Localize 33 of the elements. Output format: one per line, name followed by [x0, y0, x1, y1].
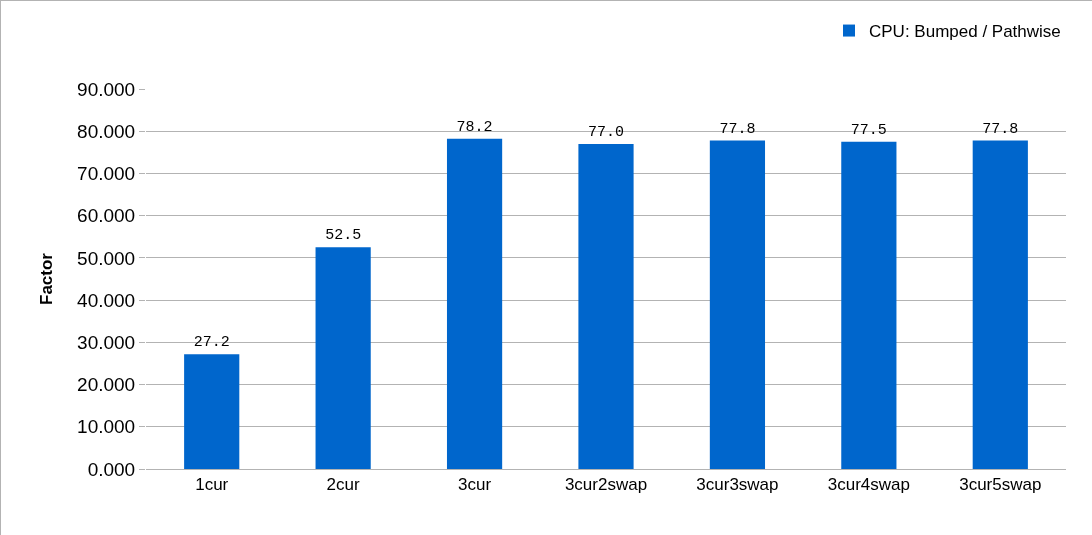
legend-label: CPU: Bumped / Pathwise — [869, 22, 1061, 42]
bar — [709, 140, 766, 469]
y-tick-label: 50.000 — [77, 247, 136, 269]
x-tick-label: 3cur5swap — [959, 475, 1042, 495]
y-tick-label: 90.000 — [77, 78, 136, 100]
data-label: 77.8 — [719, 120, 756, 138]
y-tick-label: 70.000 — [77, 163, 136, 185]
y-tick-label: 60.000 — [77, 205, 136, 227]
bar — [578, 143, 634, 469]
y-axis-title: Factor — [36, 252, 56, 305]
x-tick-label: 1cur — [195, 475, 229, 495]
data-label: 77.8 — [982, 120, 1019, 138]
data-label: 77.0 — [587, 123, 625, 141]
x-tick-label: 3cur — [458, 475, 492, 495]
y-tick-label: 80.000 — [77, 120, 136, 142]
data-label: 52.5 — [325, 227, 362, 245]
data-label: 77.5 — [850, 121, 887, 139]
x-tick-label: 3cur4swap — [827, 475, 910, 495]
x-tick-label: 3cur2swap — [564, 475, 648, 495]
y-tick-label: 30.000 — [77, 331, 136, 353]
bar — [972, 140, 1028, 469]
y-tick-label: 20.000 — [77, 374, 136, 396]
bar — [446, 138, 503, 469]
x-tick-label: 2cur — [326, 475, 361, 495]
y-tick-label: 40.000 — [77, 289, 136, 311]
data-label: 78.2 — [456, 118, 493, 136]
y-tick-label: 10.000 — [77, 416, 136, 438]
x-tick-label: 3cur3swap — [696, 475, 779, 495]
bar — [184, 354, 240, 469]
y-tick-label: 0.000 — [87, 458, 136, 480]
bar — [315, 247, 371, 469]
bar — [841, 141, 897, 469]
data-label: 27.2 — [193, 334, 230, 352]
